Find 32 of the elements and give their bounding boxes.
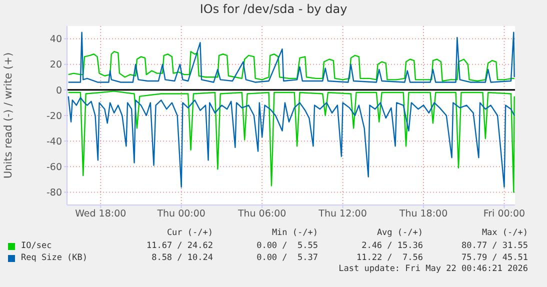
legend-label: IO/sec [20,241,53,251]
text: 0.00 / 5.55 [256,241,318,251]
y-tick-label: -40 [46,136,62,148]
line-series [68,50,515,82]
y-tick-label: -20 [46,110,62,122]
x-tick-label: Wed 18:00 [75,208,126,220]
text: 8.58 / 10.24 [150,253,213,263]
text: Max (-/+) [480,228,528,240]
y-tick-label: 20 [50,60,62,71]
text: 0.00 / 5.37 [256,253,318,263]
text: 11.67 / 24.62 [145,241,213,251]
chart-title: IOs for /dev/sda - by day [198,2,348,16]
line-series [68,32,515,83]
y-tick-label: -80 [46,188,62,199]
text: Last update: Fri May 22 00:46:21 2026 [338,264,528,276]
text: 75.79 / 45.51 [460,253,528,263]
y-tick-label: 40 [50,34,62,46]
x-tick-label: Thu 18:00 [398,208,448,220]
y-tick-label: 0 [56,85,62,96]
x-tick-label: Fri 00:00 [483,208,526,220]
text: Cur (-/+) [166,228,213,240]
x-tick-label: Thu 12:00 [318,208,367,220]
x-tick-label: Thu 06:00 [236,208,286,220]
legend-label: Req Size (KB) [20,253,89,263]
text: 2.46 / 15.36 [360,241,423,251]
y-axis-title: Units read (-) / write (+) [2,52,15,179]
text: Min (-/+) [270,228,318,240]
text: Avg (-/+) [376,228,423,240]
y-tick-label: -60 [46,162,62,174]
x-tick-label: Thu 00:00 [156,208,206,220]
text: 11.22 / 7.56 [355,253,423,263]
text: 80.77 / 31.55 [460,241,528,251]
